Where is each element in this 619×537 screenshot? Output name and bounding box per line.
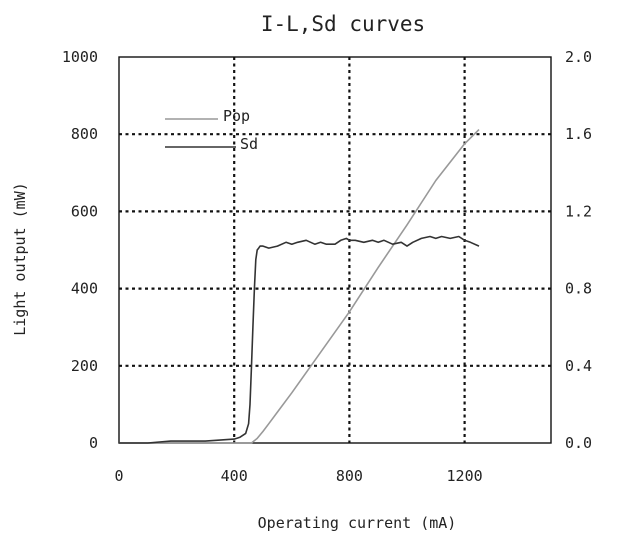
- y-tick-label: 200: [71, 357, 98, 375]
- x-tick-label: 400: [221, 467, 248, 485]
- y2-tick-label: 2.0: [565, 48, 592, 66]
- series-line-sd: [119, 235, 480, 444]
- x-tick-label: 1200: [447, 467, 483, 485]
- tick-layer: 0 200 400 600 800 1000 0.0 0.4 0.8 1.2 1.6 2.0 0 400 8…: [62, 48, 592, 485]
- legend: Pop Sd: [165, 107, 258, 153]
- series-line-pop: [119, 129, 480, 444]
- x-tick-label: 0: [114, 467, 123, 485]
- y2-tick-label: 0.0: [565, 434, 592, 452]
- grid: [119, 57, 551, 443]
- y2-tick-label: 0.8: [565, 280, 592, 298]
- plot-frame: [118, 56, 552, 444]
- legend-label-pop: Pop: [223, 107, 250, 125]
- series-layer: [119, 129, 480, 444]
- chart-title: I-L,Sd curves: [261, 12, 425, 36]
- y-tick-label: 400: [71, 280, 98, 298]
- y2-tick-label: 1.2: [565, 202, 592, 220]
- y2-tick-label: 0.4: [565, 357, 592, 375]
- y-tick-label: 600: [71, 202, 98, 220]
- y2-tick-label: 1.6: [565, 125, 592, 143]
- y-tick-label: 1000: [62, 48, 98, 66]
- x-tick-label: 800: [336, 467, 363, 485]
- x-axis-label: Operating current (mA): [258, 514, 457, 532]
- y-axis-label: Light output (mW): [11, 182, 29, 336]
- y-tick-label: 800: [71, 125, 98, 143]
- y-tick-label: 0: [89, 434, 98, 452]
- plot-border: [118, 56, 552, 444]
- legend-label-sd: Sd: [240, 135, 258, 153]
